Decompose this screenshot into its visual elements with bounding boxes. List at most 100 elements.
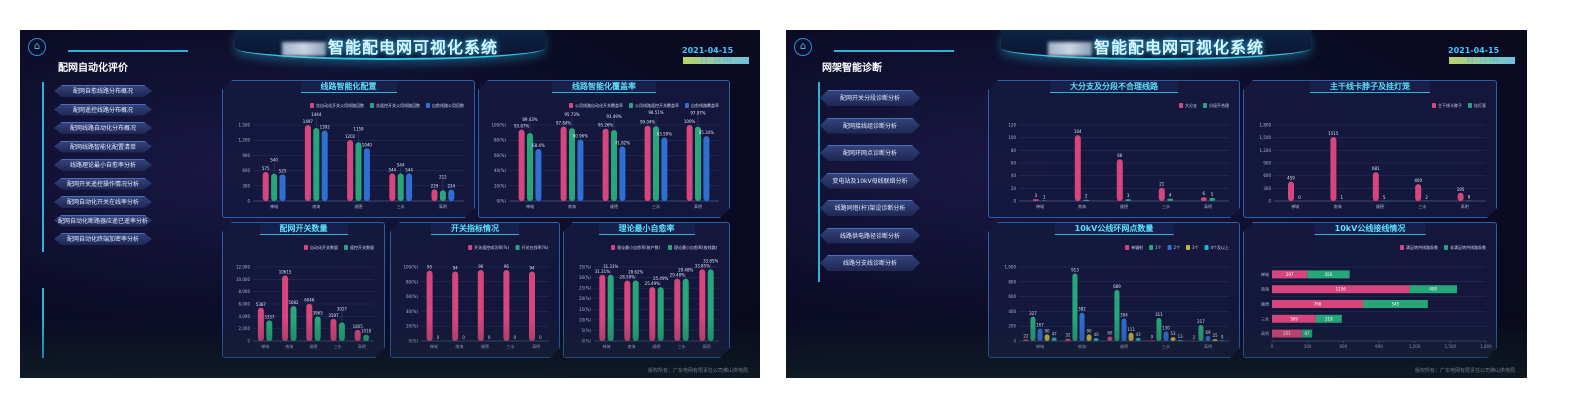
bar[interactable]: [1201, 197, 1207, 201]
legend-swatch[interactable]: [1168, 245, 1172, 250]
bar[interactable]: [280, 174, 286, 201]
bar[interactable]: [1041, 200, 1047, 201]
bar[interactable]: [1094, 338, 1099, 341]
bar[interactable]: [271, 174, 277, 201]
bar[interactable]: [577, 139, 583, 201]
bar[interactable]: [1072, 273, 1077, 341]
bar[interactable]: [291, 306, 297, 341]
bar[interactable]: [695, 127, 701, 201]
bar[interactable]: [1023, 339, 1028, 341]
menu-item[interactable]: 配网自愈线路分布概况: [54, 85, 152, 97]
menu-item[interactable]: 线路同塔(杆)架设诊断分析: [820, 200, 920, 216]
bar[interactable]: [619, 146, 625, 201]
bar[interactable]: [519, 130, 525, 201]
bar[interactable]: [331, 319, 337, 341]
menu-item[interactable]: 线路理论最小自愈率分析: [54, 159, 152, 171]
bar[interactable]: [603, 129, 609, 201]
bar[interactable]: [1121, 319, 1126, 341]
bar[interactable]: [1136, 338, 1141, 341]
bar[interactable]: [1205, 336, 1210, 341]
bar[interactable]: [364, 148, 370, 201]
legend-swatch[interactable]: [685, 103, 689, 108]
bar[interactable]: [1171, 337, 1176, 341]
bar[interactable]: [1330, 137, 1336, 201]
legend-swatch[interactable]: [310, 103, 314, 108]
bar[interactable]: [1052, 338, 1057, 341]
menu-item[interactable]: 线路供电路径诊断分析: [820, 227, 920, 244]
menu-item[interactable]: 配网自动化终端加密率分析: [54, 233, 152, 245]
bar[interactable]: [1156, 318, 1161, 341]
bar[interactable]: [1198, 325, 1203, 341]
bar[interactable]: [649, 287, 655, 341]
home-icon[interactable]: ⌂: [28, 38, 46, 56]
bar[interactable]: [440, 190, 446, 201]
menu-item[interactable]: 配网接线组诊断分析: [820, 117, 920, 134]
legend-swatch[interactable]: [1400, 245, 1404, 250]
menu-item[interactable]: 配网线路自动化分布概况: [54, 122, 152, 134]
bar[interactable]: [503, 270, 509, 341]
bar[interactable]: [1107, 337, 1112, 341]
legend-swatch[interactable]: [426, 103, 430, 108]
bar[interactable]: [1288, 182, 1294, 201]
bar[interactable]: [1149, 340, 1154, 341]
bar[interactable]: [1272, 300, 1363, 308]
bar[interactable]: [406, 173, 412, 201]
bar[interactable]: [569, 128, 575, 201]
legend-swatch[interactable]: [1203, 103, 1207, 108]
bar[interactable]: [611, 130, 617, 201]
bar[interactable]: [658, 287, 664, 341]
menu-item[interactable]: 变电站及10kV母线联络分析: [820, 172, 920, 189]
home-icon[interactable]: ⌂: [794, 38, 812, 56]
bar[interactable]: [1272, 285, 1409, 293]
bar[interactable]: [452, 271, 458, 341]
bar[interactable]: [356, 142, 362, 201]
bar[interactable]: [683, 279, 689, 341]
bar[interactable]: [1114, 290, 1119, 341]
legend-swatch[interactable]: [668, 245, 672, 250]
menu-item[interactable]: 配网开关分段诊断分析: [820, 90, 920, 106]
bar[interactable]: [653, 126, 659, 201]
menu-item[interactable]: 配网遥控线路分布概况: [54, 103, 152, 116]
bar[interactable]: [263, 172, 269, 201]
bar[interactable]: [306, 304, 312, 341]
legend-swatch[interactable]: [1186, 245, 1190, 250]
bar[interactable]: [1159, 188, 1165, 201]
menu-item[interactable]: 配网开关遥控操作情况分析: [54, 177, 152, 190]
bar[interactable]: [266, 320, 272, 341]
bar[interactable]: [432, 189, 438, 201]
legend-swatch[interactable]: [304, 245, 308, 250]
bar[interactable]: [363, 335, 369, 341]
bar[interactable]: [258, 308, 264, 341]
bar[interactable]: [529, 271, 535, 341]
bar[interactable]: [535, 149, 541, 201]
bar[interactable]: [1307, 270, 1349, 278]
bar[interactable]: [1030, 317, 1035, 341]
bar[interactable]: [1409, 285, 1457, 293]
bar[interactable]: [339, 322, 345, 341]
bar[interactable]: [687, 125, 693, 201]
legend-swatch[interactable]: [569, 103, 573, 108]
bar[interactable]: [398, 173, 404, 201]
menu-item[interactable]: 配网环网点诊断分析: [820, 145, 920, 161]
bar[interactable]: [315, 317, 321, 341]
bar[interactable]: [1458, 193, 1464, 201]
bar[interactable]: [561, 127, 567, 201]
bar[interactable]: [708, 269, 714, 341]
bar[interactable]: [527, 133, 533, 201]
bar[interactable]: [1272, 330, 1302, 338]
legend-swatch[interactable]: [1149, 245, 1153, 250]
bar[interactable]: [1213, 339, 1218, 341]
legend-swatch[interactable]: [344, 245, 348, 250]
bar[interactable]: [661, 137, 667, 201]
legend-swatch[interactable]: [1125, 245, 1129, 250]
bar[interactable]: [1125, 199, 1131, 201]
menu-item[interactable]: 配网自动化断路器应遥已遥率分析: [54, 214, 152, 227]
bar[interactable]: [1037, 329, 1042, 341]
bar[interactable]: [633, 280, 639, 341]
bar[interactable]: [1117, 159, 1123, 201]
bar[interactable]: [282, 276, 288, 341]
bar[interactable]: [355, 330, 361, 341]
bar[interactable]: [347, 140, 353, 201]
legend-swatch[interactable]: [1432, 103, 1436, 108]
bar[interactable]: [1272, 315, 1316, 323]
